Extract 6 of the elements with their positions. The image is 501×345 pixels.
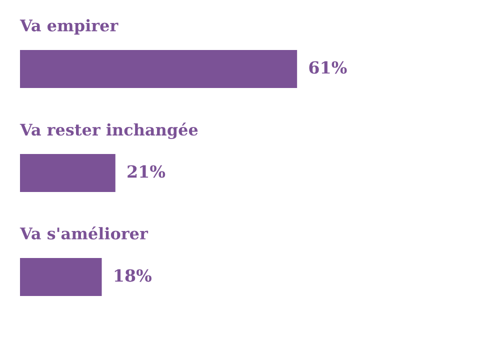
- data-label: 18%: [114, 269, 152, 282]
- y-tick-label: Va rester inchangée: [20, 122, 198, 140]
- y-tick-label: Va empirer: [20, 19, 118, 35]
- y-tick-label: Va s'améliorer: [20, 226, 148, 240]
- data-label: 21%: [128, 165, 166, 178]
- data-label: 61%: [309, 61, 347, 74]
